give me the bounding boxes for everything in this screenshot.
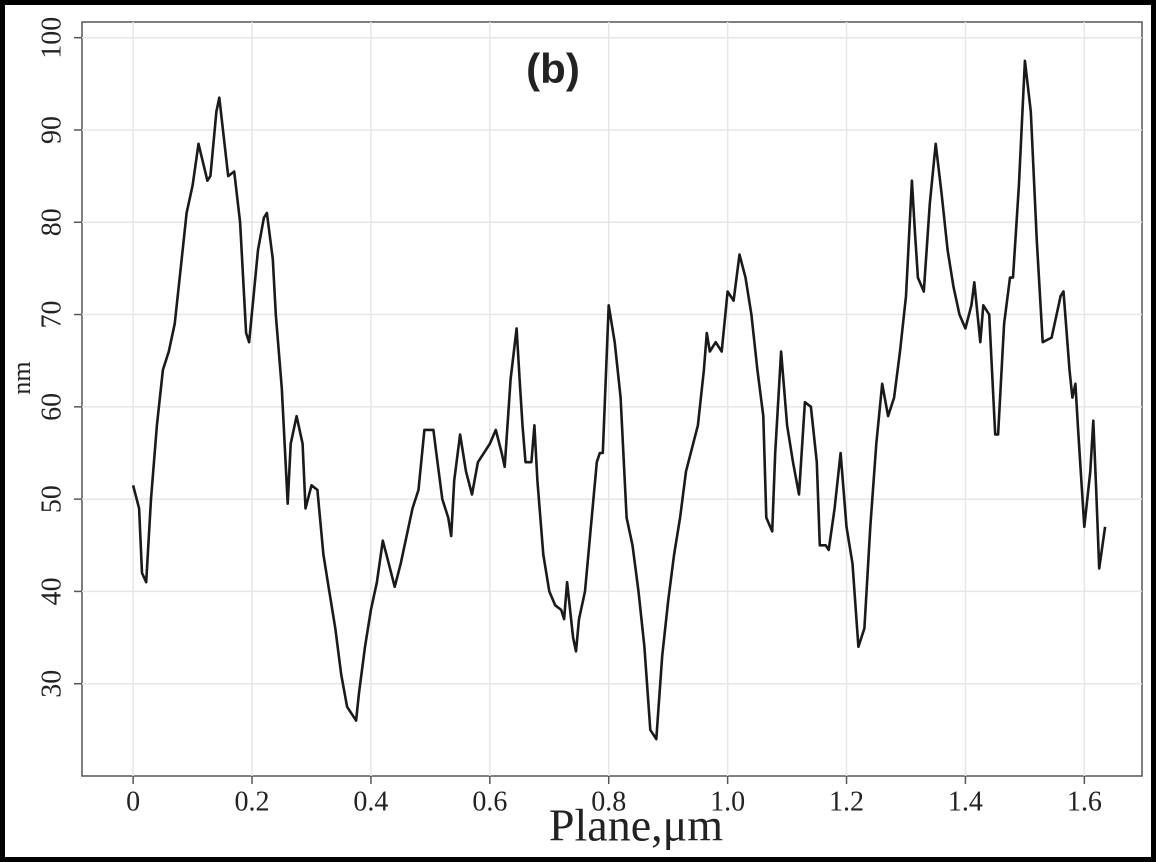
y-tick-label: 90 [36, 116, 67, 144]
chart-title: (b) [526, 45, 580, 92]
x-tick-label: 1.4 [948, 786, 983, 817]
x-tick-label: 1.2 [829, 786, 864, 817]
y-tick-label: 50 [36, 485, 67, 513]
x-tick-label: 0.4 [353, 786, 388, 817]
y-tick-label: 40 [36, 577, 67, 605]
x-tick-label: 1.0 [710, 786, 745, 817]
y-tick-label: 100 [36, 17, 67, 59]
y-tick-label: 30 [36, 670, 67, 698]
x-tick-label: 0.8 [591, 786, 626, 817]
y-tick-label: 60 [36, 393, 67, 421]
x-tick-label: 0.2 [235, 786, 270, 817]
x-tick-label: 1.6 [1067, 786, 1102, 817]
plot-area [81, 21, 1143, 777]
x-tick-label: 0 [126, 786, 140, 817]
x-tick-label: 0.6 [472, 786, 507, 817]
data-line [131, 59, 1107, 741]
x-axis-label: Plane,μm [549, 800, 723, 851]
y-tick-label: 80 [36, 208, 67, 236]
y-tick-label: 70 [36, 301, 67, 329]
y-axis-label: nm [7, 361, 36, 394]
